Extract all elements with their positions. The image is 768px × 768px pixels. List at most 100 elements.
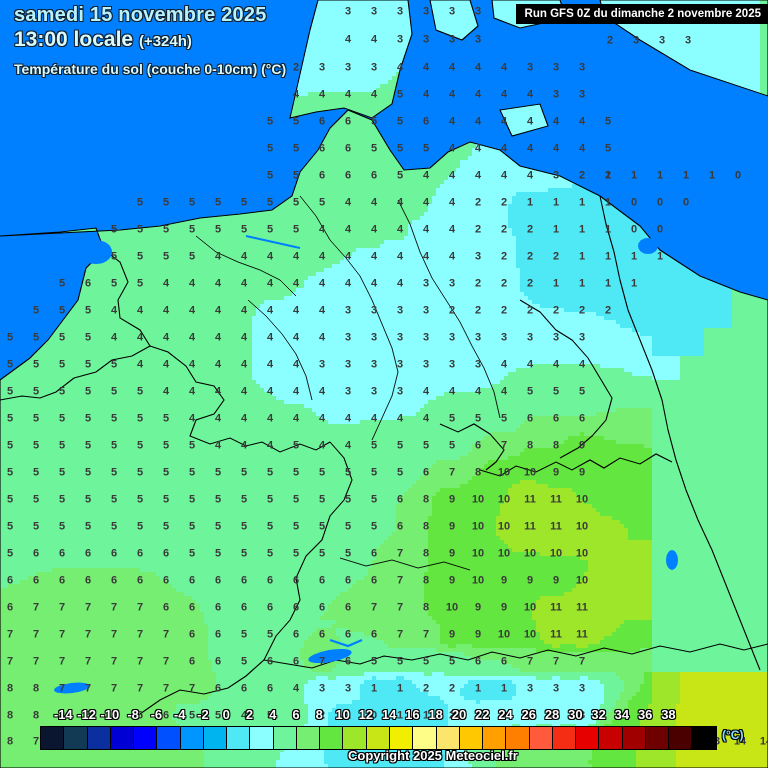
grid-value: 6 bbox=[84, 574, 92, 587]
grid-value: 10 bbox=[445, 601, 459, 614]
grid-value: 2 bbox=[448, 304, 456, 317]
grid-value: 3 bbox=[448, 358, 456, 371]
grid-value: 4 bbox=[422, 88, 430, 101]
grid-value: 1 bbox=[630, 169, 638, 182]
grid-value: 5 bbox=[110, 493, 118, 506]
grid-value: 5 bbox=[266, 223, 274, 236]
grid-value: 1 bbox=[604, 169, 612, 182]
grid-value: 7 bbox=[578, 655, 586, 668]
grid-value: 3 bbox=[552, 88, 560, 101]
grid-value: 7 bbox=[370, 601, 378, 614]
grid-value: 7 bbox=[318, 655, 326, 668]
color-scale-tick: -6 bbox=[150, 707, 163, 722]
grid-value: 2 bbox=[604, 169, 612, 182]
grid-value: 4 bbox=[110, 331, 118, 344]
grid-value: 6 bbox=[396, 493, 404, 506]
grid-value: 5 bbox=[214, 709, 222, 722]
grid-value: 4 bbox=[448, 115, 456, 128]
grid-value: 4 bbox=[318, 439, 326, 452]
grid-value: 5 bbox=[578, 385, 586, 398]
grid-value: 8 bbox=[422, 493, 430, 506]
grid-value: 4 bbox=[110, 304, 118, 317]
grid-value: 7 bbox=[58, 628, 66, 641]
grid-value: 9 bbox=[578, 439, 586, 452]
grid-value: 4 bbox=[292, 88, 300, 101]
grid-value: 5 bbox=[370, 520, 378, 533]
grid-value: 6 bbox=[162, 547, 170, 560]
grid-value: 7 bbox=[84, 682, 92, 695]
grid-value: 6 bbox=[318, 601, 326, 614]
grid-value: 4 bbox=[266, 385, 274, 398]
grid-value: 6 bbox=[162, 574, 170, 587]
grid-value: 5 bbox=[136, 277, 144, 290]
grid-value: 2 bbox=[500, 196, 508, 209]
grid-value: 5 bbox=[318, 493, 326, 506]
grid-value: 4 bbox=[136, 358, 144, 371]
grid-value: 10 bbox=[575, 493, 589, 506]
grid-value: 5 bbox=[318, 466, 326, 479]
grid-value: 4 bbox=[266, 250, 274, 263]
grid-value: 4 bbox=[292, 250, 300, 263]
grid-value: 4 bbox=[370, 88, 378, 101]
grid-value: 4 bbox=[474, 169, 482, 182]
grid-value: 5 bbox=[136, 196, 144, 209]
color-scale-tick: 8 bbox=[315, 707, 323, 722]
grid-value: 4 bbox=[500, 169, 508, 182]
grid-value: 4 bbox=[188, 385, 196, 398]
grid-value: 5 bbox=[344, 466, 352, 479]
grid-value: 5 bbox=[448, 412, 456, 425]
color-scale-tick: -12 bbox=[77, 707, 96, 722]
grid-value: 5 bbox=[136, 466, 144, 479]
grid-value: 5 bbox=[422, 439, 430, 452]
color-scale-ticks: -14 -12 -10 -8 -6 -4 -2 0 2 4 6 8 10 12 14 16 18 20 22 24 26… bbox=[0, 705, 768, 725]
grid-value: 5 bbox=[84, 520, 92, 533]
grid-value: 7 bbox=[162, 655, 170, 668]
grid-value: 11 bbox=[576, 601, 588, 614]
color-scale-tick: 18 bbox=[428, 707, 443, 722]
grid-value: 5 bbox=[162, 412, 170, 425]
grid-value: 4 bbox=[344, 412, 352, 425]
grid-value: 4 bbox=[292, 412, 300, 425]
grid-value: 7 bbox=[110, 601, 118, 614]
grid-value: 4 bbox=[396, 412, 404, 425]
grid-value: 4 bbox=[526, 358, 534, 371]
grid-value: 3 bbox=[474, 33, 482, 46]
grid-value: 6 bbox=[32, 547, 40, 560]
grid-value: 10 bbox=[497, 520, 511, 533]
grid-value: 5 bbox=[84, 466, 92, 479]
grid-value: 10 bbox=[497, 466, 511, 479]
color-scale-swatch bbox=[157, 727, 181, 749]
grid-value: 4 bbox=[240, 439, 248, 452]
grid-value: 4 bbox=[474, 88, 482, 101]
grid-value: 5 bbox=[84, 412, 92, 425]
grid-value: 10 bbox=[497, 628, 511, 641]
grid-value: 4 bbox=[526, 88, 534, 101]
grid-value: 3 bbox=[422, 304, 430, 317]
grid-value: 7 bbox=[396, 574, 404, 587]
color-scale-tick: 20 bbox=[451, 707, 467, 722]
grid-value: 7 bbox=[188, 682, 196, 695]
color-scale-swatch bbox=[273, 727, 297, 749]
grid-value: 4 bbox=[318, 412, 326, 425]
grid-value: 6 bbox=[292, 574, 300, 587]
grid-value: 4 bbox=[448, 196, 456, 209]
grid-value: 4 bbox=[240, 331, 248, 344]
grid-value: 5 bbox=[266, 709, 274, 722]
grid-value: 2 bbox=[604, 304, 612, 317]
grid-value: 5 bbox=[344, 547, 352, 560]
grid-value: 4 bbox=[552, 115, 560, 128]
grid-value: 1 bbox=[370, 682, 378, 695]
grid-value: 4 bbox=[526, 115, 534, 128]
grid-value: 3 bbox=[448, 277, 456, 290]
grid-value: 0 bbox=[370, 709, 378, 722]
grid-value: 5 bbox=[58, 331, 66, 344]
color-scale-swatch bbox=[599, 727, 623, 749]
grid-value: 4 bbox=[214, 331, 222, 344]
grid-value: 9 bbox=[448, 547, 456, 560]
grid-value: 1 bbox=[630, 250, 638, 263]
grid-value: 4 bbox=[578, 142, 586, 155]
grid-value: 7 bbox=[110, 682, 118, 695]
color-scale-swatch bbox=[134, 727, 158, 749]
grid-value: 2 bbox=[606, 34, 614, 47]
color-scale-tick: 14 bbox=[381, 707, 397, 722]
